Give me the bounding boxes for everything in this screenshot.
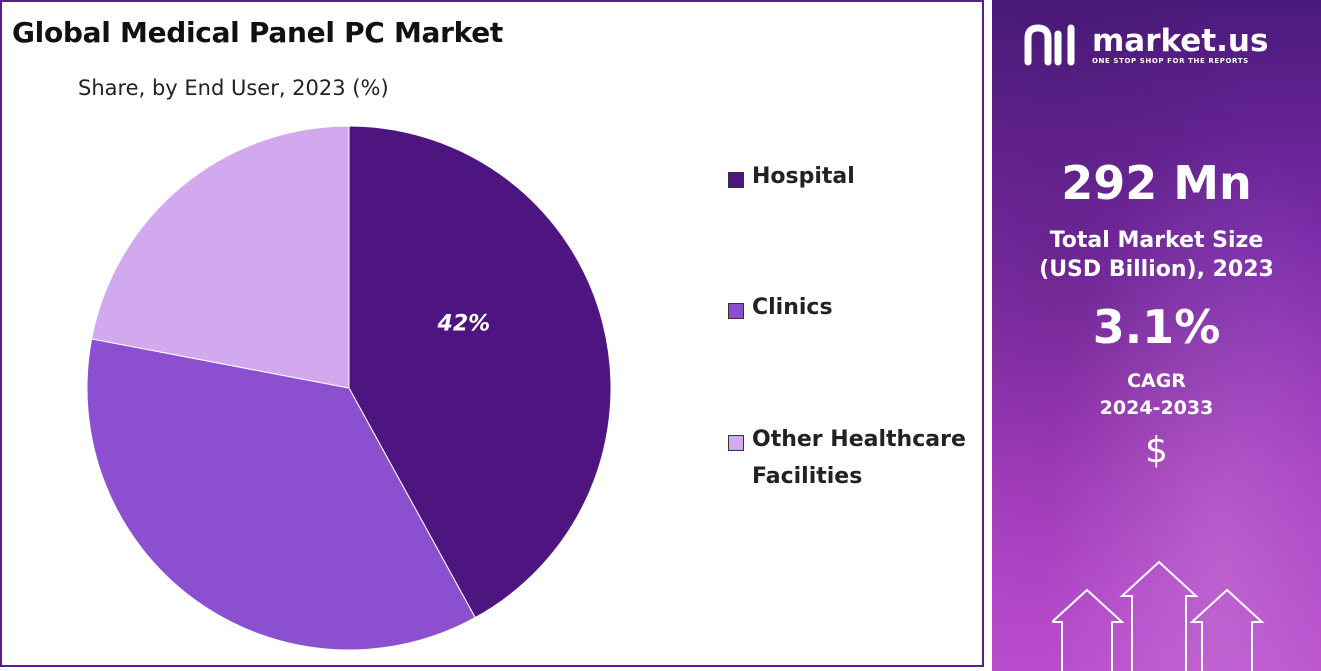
legend-item-hospital: Hospital	[728, 164, 855, 195]
legend-label-clinics: Clinics	[752, 295, 833, 320]
market-size-label-line1: Total Market Size	[1049, 228, 1264, 253]
brand-tagline: ONE STOP SHOP FOR THE REPORTS	[1092, 57, 1249, 65]
cagr-label-line1: CAGR	[1127, 370, 1186, 392]
chart-title: Global Medical Panel PC Market	[12, 16, 503, 49]
pie-slice-clinics	[86, 338, 476, 651]
brand-logo[interactable]: market.us ONE STOP SHOP FOR THE REPORTS	[1024, 22, 1268, 68]
brand-name: market.us	[1092, 23, 1269, 59]
dollar-icon: $	[1145, 430, 1168, 471]
chart-subtitle: Share, by End User, 2023 (%)	[78, 76, 389, 100]
summary-panel: market.us ONE STOP SHOP FOR THE REPORTS …	[992, 0, 1321, 671]
legend-item-other-healthcare: Other Healthcare Facilities	[728, 427, 966, 495]
legend-label-hospital: Hospital	[752, 164, 855, 189]
legend-swatch-clinics	[728, 303, 744, 319]
growth-arrows-icon	[1052, 560, 1265, 671]
chart-panel: Global Medical Panel PC Market Share, by…	[0, 0, 984, 667]
cagr-value: 3.1%	[1092, 300, 1221, 354]
pie-slice-hospital	[348, 125, 612, 619]
market-size-label: Total Market Size (USD Billion), 2023	[992, 226, 1321, 284]
cagr-label-line2: 2024-2033	[1099, 397, 1214, 419]
pie-slice-other-healthcare	[91, 125, 350, 389]
pie-label-hospital: 42%	[437, 311, 491, 336]
market-size-value: 292 Mn	[1061, 156, 1252, 210]
cagr-label: CAGR 2024-2033	[992, 368, 1321, 422]
market-size-label-line2: (USD Billion), 2023	[1039, 257, 1274, 282]
legend-label-other-healthcare-line1: Other Healthcare	[752, 427, 966, 452]
legend-label-other-healthcare-line2: Facilities	[752, 464, 863, 489]
market-us-logo-icon	[1024, 24, 1075, 66]
legend-swatch-other-healthcare	[728, 435, 744, 451]
pie-chart: 42%	[86, 125, 612, 651]
legend-item-clinics: Clinics	[728, 295, 833, 326]
legend-swatch-hospital	[728, 172, 744, 188]
